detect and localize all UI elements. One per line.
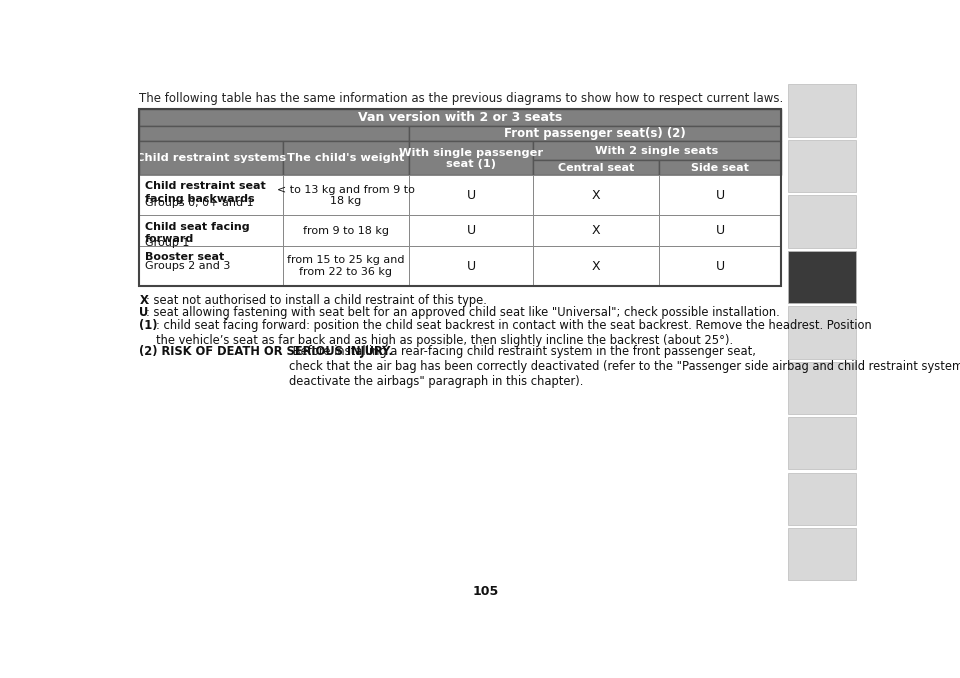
Bar xyxy=(788,251,856,303)
Text: Groups 0, 0+ and 1: Groups 0, 0+ and 1 xyxy=(145,199,253,208)
Text: U: U xyxy=(467,224,475,237)
Text: Group 1: Group 1 xyxy=(145,239,189,248)
Bar xyxy=(139,126,409,142)
Text: X: X xyxy=(592,224,601,237)
Bar xyxy=(409,142,533,176)
Bar xyxy=(788,528,856,580)
Text: (2) RISK OF DEATH OR SERIOUS INJURY.: (2) RISK OF DEATH OR SERIOUS INJURY. xyxy=(139,344,394,358)
Bar xyxy=(788,417,856,469)
Bar xyxy=(139,246,283,286)
Bar xyxy=(788,195,856,247)
Bar xyxy=(409,216,533,246)
Bar xyxy=(788,140,856,193)
Bar xyxy=(409,176,533,216)
Bar xyxy=(283,216,409,246)
Text: Front passenger seat(s) (2): Front passenger seat(s) (2) xyxy=(504,127,686,140)
Text: U: U xyxy=(467,188,475,202)
Bar xyxy=(788,473,856,525)
Text: Before installing a rear-facing child restraint system in the front passenger se: Before installing a rear-facing child re… xyxy=(289,344,960,388)
Bar xyxy=(139,109,781,286)
Text: U: U xyxy=(715,260,725,273)
Text: Groups 2 and 3: Groups 2 and 3 xyxy=(145,261,230,271)
Bar xyxy=(409,246,533,286)
Text: Side seat: Side seat xyxy=(691,163,749,173)
Text: U: U xyxy=(467,260,475,273)
Bar xyxy=(660,216,781,246)
Text: Central seat: Central seat xyxy=(558,163,635,173)
Text: from 15 to 25 kg and
from 22 to 36 kg: from 15 to 25 kg and from 22 to 36 kg xyxy=(287,256,405,277)
Text: With 2 single seats: With 2 single seats xyxy=(595,146,719,156)
Bar xyxy=(533,160,660,176)
Bar xyxy=(409,126,781,142)
Text: U: U xyxy=(715,188,725,202)
Bar xyxy=(283,246,409,286)
Text: X: X xyxy=(592,260,601,273)
Bar xyxy=(660,176,781,216)
Bar xyxy=(788,85,856,137)
Text: < to 13 kg and from 9 to
18 kg: < to 13 kg and from 9 to 18 kg xyxy=(277,184,415,206)
Text: from 9 to 18 kg: from 9 to 18 kg xyxy=(303,226,389,236)
Text: The following table has the same information as the previous diagrams to show ho: The following table has the same informa… xyxy=(139,92,783,105)
Text: : child seat facing forward: position the child seat backrest in contact with th: : child seat facing forward: position th… xyxy=(156,319,873,346)
Text: Van version with 2 or 3 seats: Van version with 2 or 3 seats xyxy=(358,111,563,124)
Text: Child restraint seat
facing backwards: Child restraint seat facing backwards xyxy=(145,182,266,204)
Bar xyxy=(788,361,856,414)
Bar xyxy=(283,142,409,176)
Bar xyxy=(533,142,781,160)
Text: The child's weight: The child's weight xyxy=(287,153,404,163)
Bar xyxy=(533,246,660,286)
Bar xyxy=(788,306,856,359)
Text: 105: 105 xyxy=(472,584,499,597)
Text: X: X xyxy=(139,294,148,307)
Bar xyxy=(139,109,781,126)
Bar xyxy=(283,176,409,216)
Bar xyxy=(139,176,283,216)
Text: X: X xyxy=(592,188,601,202)
Text: U: U xyxy=(715,224,725,237)
Bar xyxy=(139,216,283,246)
Bar xyxy=(139,142,283,176)
Text: (1): (1) xyxy=(139,319,157,332)
Bar xyxy=(660,246,781,286)
Text: : seat allowing fastening with seat belt for an approved child seat like "Univer: : seat allowing fastening with seat belt… xyxy=(146,306,780,319)
Text: U: U xyxy=(139,306,149,319)
Text: Child seat facing
forward: Child seat facing forward xyxy=(145,222,250,244)
Text: Child restraint systems: Child restraint systems xyxy=(136,153,286,163)
Bar xyxy=(533,216,660,246)
Text: Booster seat: Booster seat xyxy=(145,252,224,262)
Text: : seat not authorised to install a child restraint of this type.: : seat not authorised to install a child… xyxy=(146,294,488,307)
Text: With single passenger
seat (1): With single passenger seat (1) xyxy=(399,148,543,169)
Bar xyxy=(533,176,660,216)
Bar xyxy=(660,160,781,176)
